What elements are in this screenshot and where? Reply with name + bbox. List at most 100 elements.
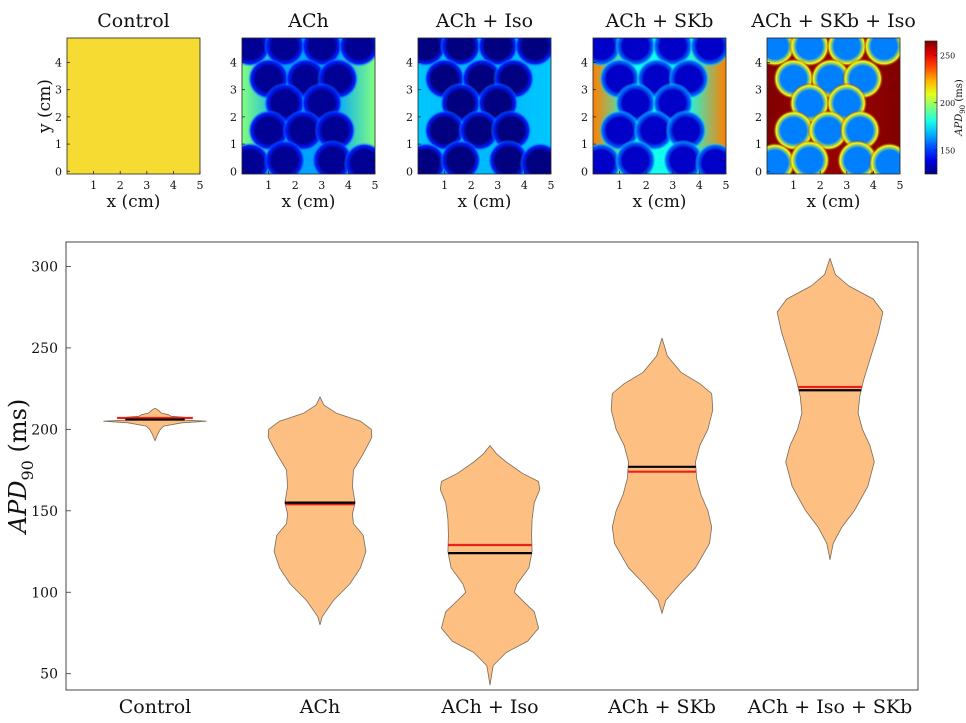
y-tick-label: 0 [230, 165, 237, 178]
x-axis-label: x (cm) [458, 192, 512, 212]
heatmap-panel: ACh + SKb 1 2 3 4 5 0 1 2 3 4 x (cm) [581, 10, 730, 212]
x-tick-label: 2 [468, 179, 475, 192]
x-tick-label: 2 [117, 179, 124, 192]
y-tick-label: 1 [581, 138, 588, 151]
heatmap-panel: ACh 1 2 3 4 5 0 1 2 3 4 x (cm) [230, 10, 379, 212]
heatmap-region [633, 109, 675, 152]
violin-body [103, 407, 207, 442]
heatmap-region [338, 38, 375, 67]
violin-body [610, 337, 714, 614]
plot-frame [65, 241, 919, 691]
y-tick-label: 4 [230, 56, 237, 69]
y-tick-label: 50 [40, 667, 58, 683]
violin-group: Control [103, 407, 207, 718]
x-tick-label: 4 [170, 179, 177, 192]
heatmap-region [836, 139, 879, 174]
y-tick-label: 4 [581, 56, 588, 69]
y-tick-label: 150 [31, 504, 58, 520]
x-tick-label: 1 [441, 179, 448, 192]
heatmap-region [263, 139, 306, 174]
x-tick-label: ACh + Iso + SKb [747, 696, 913, 718]
heatmap-region [807, 109, 849, 152]
heatmap-region [311, 139, 354, 174]
heatmap-region [490, 109, 532, 152]
heatmap-image [767, 38, 900, 174]
y-tick-label: 2 [755, 111, 762, 124]
y-tick-label: 1 [406, 138, 413, 151]
y-tick-label: 100 [31, 585, 58, 601]
heatmap-panels: Control 1 2 3 4 5 0 1 2 3 4 x (cm) y (cm) ACh 1 2 3 4 5 0 1 2… [35, 10, 916, 212]
y-tick-label: 4 [755, 56, 762, 69]
heatmap-panel: Control 1 2 3 4 5 0 1 2 3 4 x (cm) y (cm) [35, 10, 204, 212]
heatmap-frame [417, 37, 552, 175]
x-tick-label: 3 [843, 179, 850, 192]
heatmap-region [767, 142, 796, 174]
heatmap-region [665, 109, 707, 152]
y-tick-label: 3 [230, 84, 237, 97]
heatmap-region [439, 139, 482, 174]
y-tick-label: 0 [55, 165, 62, 178]
y-tick-label: 3 [581, 84, 588, 97]
y-axis-label: APD90 (ms) [4, 399, 37, 536]
y-tick-label: 3 [755, 84, 762, 97]
heatmap-region [418, 142, 447, 174]
heatmap-image [67, 38, 200, 174]
y-tick-label: 2 [230, 111, 237, 124]
x-tick-label: 3 [494, 179, 501, 192]
x-tick-label: 4 [870, 179, 877, 192]
heatmap-region [458, 109, 500, 152]
x-tick-label: 5 [197, 179, 204, 192]
heatmap-region [614, 139, 657, 174]
heatmap-region [593, 142, 622, 174]
heatmap-frame [66, 37, 201, 175]
heatmap-title: ACh + SKb + Iso [750, 10, 916, 32]
heatmap-region [694, 142, 726, 174]
y-tick-label: 200 [31, 422, 58, 438]
x-tick-label: Control [119, 696, 191, 718]
x-tick-label: 5 [897, 179, 904, 192]
violin-chart: 50 100 150 200 250 300 APD90 (ms) Control ACh ACh… [4, 241, 919, 718]
x-tick-label: 3 [143, 179, 150, 192]
violin-group: ACh + Iso + SKb [747, 257, 913, 718]
heatmap-region [487, 139, 530, 174]
violin-group: ACh + Iso [439, 445, 541, 718]
heatmap-title: Control [97, 10, 169, 32]
y-tick-label: 0 [581, 165, 588, 178]
heatmap-region [863, 38, 900, 67]
violin-body [267, 396, 373, 626]
colorbar-scale [924, 40, 938, 175]
heatmap-region [67, 38, 200, 174]
x-tick-label: 3 [318, 179, 325, 192]
x-tick-label: 5 [723, 179, 730, 192]
heatmap-frame [592, 37, 727, 175]
y-tick-label: 1 [55, 138, 62, 151]
x-tick-label: 1 [790, 179, 797, 192]
y-tick-label: 1 [230, 138, 237, 151]
colorbar-tick-label: 150 [940, 146, 955, 155]
y-tick-label: 2 [406, 111, 413, 124]
x-tick-label: 2 [817, 179, 824, 192]
heatmap-region [242, 142, 271, 174]
x-axis-label: x (cm) [282, 192, 336, 212]
heatmap-panel: ACh + SKb + Iso 1 2 3 4 5 0 1 2 3 4 x (cm) [750, 10, 916, 212]
y-tick-label: 1 [755, 138, 762, 151]
x-axis-label: x (cm) [633, 192, 687, 212]
y-tick-label: 3 [55, 84, 62, 97]
x-tick-label: ACh [299, 696, 341, 718]
violin-group: ACh [267, 396, 373, 718]
y-tick-label: 300 [31, 259, 58, 275]
y-tick-label: 2 [55, 111, 62, 124]
x-tick-label: 2 [643, 179, 650, 192]
x-tick-label: 4 [696, 179, 703, 192]
x-tick-label: 2 [292, 179, 299, 192]
violin-body [776, 257, 884, 561]
heatmap-region [839, 109, 881, 152]
heatmap-region [662, 139, 705, 174]
y-tick-label: 2 [581, 111, 588, 124]
heatmap-frame [241, 37, 376, 175]
heatmap-region [788, 139, 831, 174]
y-tick-label: 4 [55, 56, 62, 69]
y-tick-label: 3 [406, 84, 413, 97]
x-tick-label: 1 [616, 179, 623, 192]
